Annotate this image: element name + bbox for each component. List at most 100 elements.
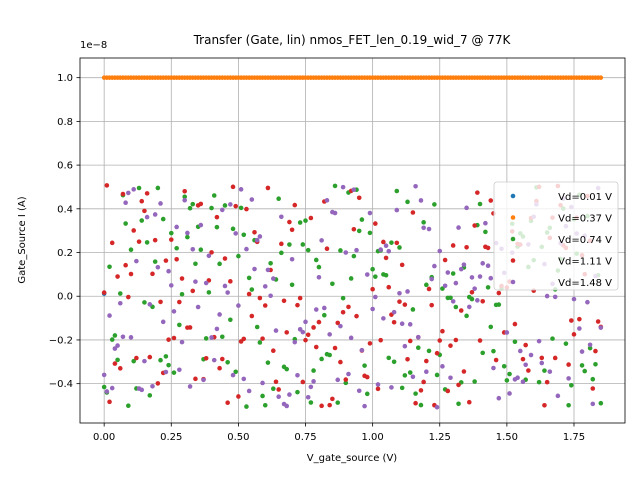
data-point — [370, 266, 375, 272]
data-point — [284, 330, 290, 335]
data-point — [332, 345, 338, 351]
plot-frame — [79, 57, 626, 424]
data-point — [174, 245, 179, 251]
data-point — [236, 394, 241, 399]
data-point — [144, 191, 150, 196]
data-point — [155, 381, 161, 386]
data-point — [171, 309, 177, 314]
data-point — [472, 223, 477, 228]
data-point — [297, 220, 303, 225]
data-point — [539, 355, 545, 361]
data-point — [373, 274, 378, 279]
data-point — [397, 290, 402, 296]
data-point — [265, 185, 271, 191]
legend-box — [493, 181, 619, 291]
data-point — [190, 246, 196, 252]
data-point — [252, 229, 257, 235]
data-point — [399, 385, 405, 391]
data-point — [338, 248, 343, 253]
data-point — [147, 354, 153, 360]
data-point — [590, 386, 596, 391]
data-point — [182, 194, 188, 200]
data-point — [517, 348, 523, 354]
data-point — [338, 323, 343, 329]
data-point — [254, 324, 260, 330]
data-point — [544, 379, 550, 385]
data-point — [163, 354, 169, 359]
data-point — [335, 377, 341, 383]
data-point — [587, 342, 593, 348]
data-point — [185, 230, 190, 236]
data-point — [394, 188, 400, 194]
data-point — [397, 299, 402, 304]
legend-label: Vd=0.01 V — [558, 192, 612, 203]
data-point — [211, 193, 217, 198]
y-tick-label: 1.0 — [57, 73, 73, 84]
data-point — [346, 371, 351, 377]
data-point — [233, 369, 239, 375]
data-point — [139, 218, 145, 223]
data-point — [155, 185, 161, 191]
data-point — [370, 286, 375, 292]
data-point — [313, 257, 319, 263]
legend-label: Vd=0.74 V — [558, 235, 612, 246]
data-point — [268, 293, 273, 299]
data-point — [160, 216, 166, 222]
data-point — [590, 401, 596, 407]
data-point — [493, 357, 499, 363]
data-point — [477, 338, 483, 343]
data-point — [171, 335, 177, 341]
data-point — [260, 393, 265, 399]
data-point — [104, 389, 110, 394]
data-point — [303, 337, 308, 343]
data-point — [109, 240, 115, 246]
data-point — [238, 205, 244, 211]
data-point — [480, 298, 486, 304]
data-point — [587, 345, 593, 351]
data-point — [391, 359, 397, 365]
data-point — [101, 290, 107, 295]
data-point — [542, 368, 547, 373]
data-point — [338, 359, 343, 365]
data-point — [112, 346, 118, 351]
data-point — [340, 184, 346, 190]
data-point — [214, 224, 220, 230]
data-point — [316, 274, 322, 280]
data-point — [257, 295, 263, 301]
legend-label: Vd=1.48 V — [558, 278, 612, 289]
data-point — [271, 276, 276, 281]
data-point — [295, 372, 300, 378]
data-point — [356, 195, 362, 201]
data-point — [101, 372, 107, 378]
data-point — [136, 185, 142, 191]
data-point — [571, 296, 577, 302]
data-point — [418, 388, 424, 393]
data-point — [158, 201, 163, 206]
data-point — [193, 279, 198, 284]
data-point — [211, 357, 217, 363]
data-point — [287, 392, 292, 397]
data-point — [364, 374, 370, 380]
data-point — [432, 202, 437, 207]
data-point — [577, 316, 582, 322]
data-point — [440, 364, 445, 369]
data-point — [144, 214, 150, 220]
data-point — [448, 375, 453, 381]
legend-marker — [510, 215, 516, 220]
data-point — [198, 247, 204, 253]
data-point — [407, 338, 413, 344]
data-point — [134, 355, 139, 361]
data-point — [168, 283, 174, 288]
data-point — [284, 366, 290, 372]
data-point — [107, 399, 112, 405]
y-offset-label: 1e−8 — [80, 40, 107, 51]
data-point — [322, 312, 327, 318]
data-point — [555, 393, 561, 399]
data-point — [322, 305, 327, 311]
data-point — [429, 302, 434, 308]
data-point — [190, 201, 196, 207]
data-point — [378, 337, 383, 343]
data-point — [593, 361, 598, 367]
data-point — [367, 230, 373, 236]
data-point — [402, 373, 408, 378]
